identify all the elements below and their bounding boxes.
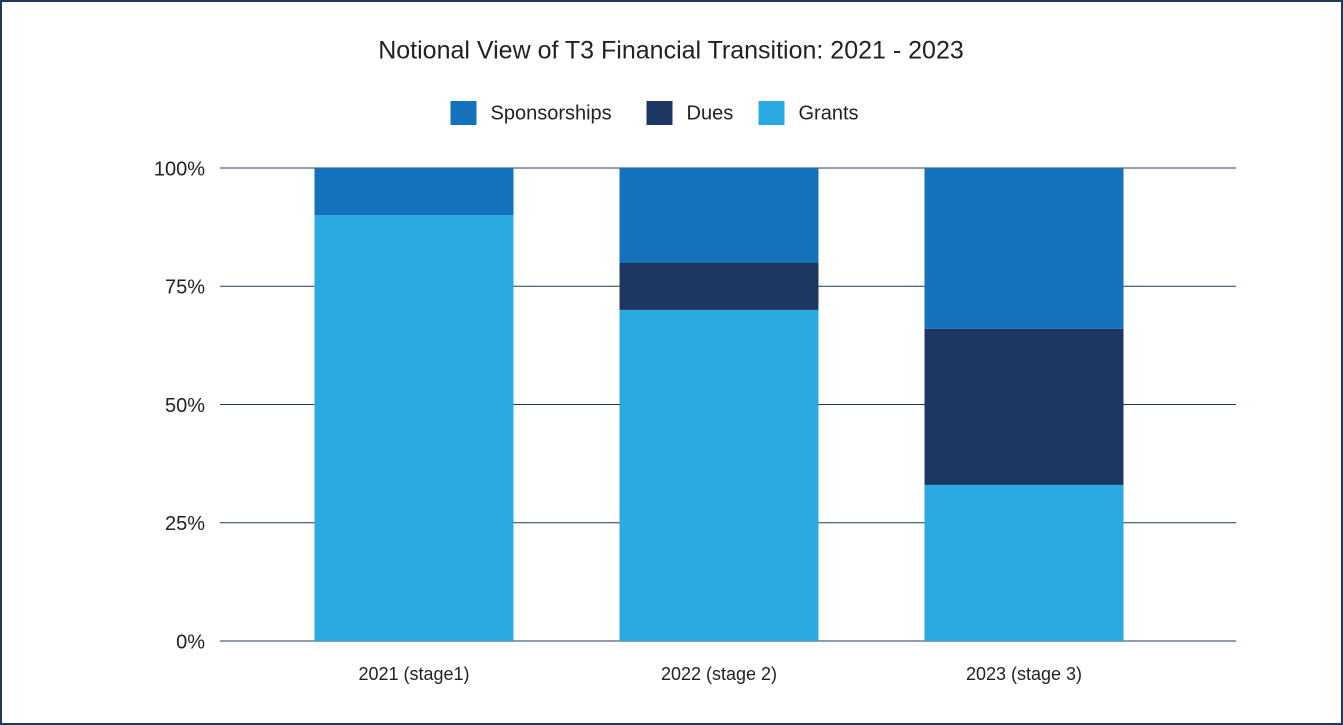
bar-segment [924,328,1124,485]
x-tick-label: 2021 (stage1) [358,664,469,684]
y-tick-label: 25% [165,513,205,535]
bar-segment [619,168,819,263]
legend-swatch [646,101,673,125]
legend-swatch [758,101,785,125]
legend-label: Dues [687,102,734,124]
y-tick-label: 0% [176,631,205,653]
y-tick-label: 50% [165,395,205,417]
legend-label: Sponsorships [491,102,612,124]
legend-label: Grants [799,102,859,124]
bar-segment [924,484,1124,641]
y-tick-label: 100% [154,158,205,180]
bar-segment [619,262,819,310]
chart-title: Notional View of T3 Financial Transition… [378,37,964,65]
legend-swatch [450,101,477,125]
bar-segment [314,168,514,216]
x-tick-label: 2023 (stage 3) [966,664,1082,684]
bar-segment [619,309,819,641]
bar-segment [924,168,1124,329]
x-tick-label: 2022 (stage 2) [661,664,777,684]
bar-segment [314,215,514,642]
y-tick-label: 75% [165,277,205,299]
